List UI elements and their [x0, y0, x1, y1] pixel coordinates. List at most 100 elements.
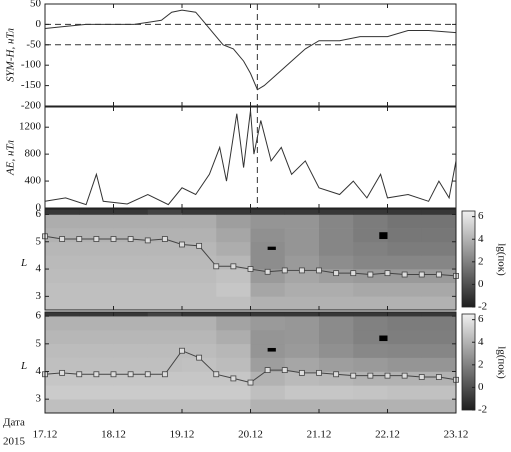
colorbar-label: lg(пок): [495, 243, 507, 276]
y-axis-title: L: [20, 360, 27, 372]
plot-frame: [44, 106, 457, 209]
heatmap-cell: [45, 385, 80, 400]
heatmap-cell: [353, 241, 388, 256]
heatmap-cell: [147, 385, 183, 400]
heatmap-cell: [147, 316, 183, 331]
series-marker: [230, 375, 237, 382]
series-marker: [127, 371, 134, 378]
y-tick-label: 3: [36, 290, 42, 302]
y-tick-label: 5: [36, 235, 42, 247]
colorbar: [461, 210, 476, 308]
colorbar-tick-label: 4: [478, 336, 484, 348]
heatmap-cell: [319, 399, 354, 414]
heatmap-cell: [284, 214, 320, 229]
heatmap-cell: [353, 371, 388, 386]
heatmap-cell: [182, 385, 217, 400]
heatmap-cell: [113, 214, 149, 229]
heatmap-cell: [319, 316, 354, 331]
series-marker: [418, 374, 425, 380]
heatmap-cell: [182, 399, 217, 414]
heatmap-cell: [79, 241, 114, 256]
colorbar-tick-label: 4: [478, 233, 484, 245]
y-tick-label: 1200: [19, 121, 42, 133]
heatmap-cell: [45, 241, 80, 256]
heatmap-cell: [421, 296, 457, 311]
colorbar-label: lg(пок): [495, 346, 507, 379]
series-line: [44, 9, 457, 91]
series-marker: [213, 371, 220, 378]
heatmap-cell: [319, 329, 354, 345]
heatmap-cell: [319, 343, 354, 358]
heatmap-cell: [319, 357, 354, 372]
heatmap-cell: [250, 399, 286, 414]
y-tick-label: 5: [36, 337, 42, 349]
heatmap-cell: [113, 255, 149, 270]
heatmap-cell: [113, 269, 149, 284]
heatmap-cell: [216, 399, 251, 414]
y-tick-label: 6: [36, 310, 42, 322]
heatmap-cell: [387, 282, 423, 297]
heatmap-cell: [353, 357, 388, 372]
series-marker: [350, 372, 357, 379]
data-gap-block: [379, 232, 388, 240]
heatmap-cell: [319, 228, 354, 243]
heatmap-cell: [113, 357, 149, 372]
colorbar-tick-label: -2: [478, 301, 487, 313]
series-marker: [196, 242, 203, 249]
data-gap-block: [379, 335, 388, 342]
series-marker: [93, 371, 100, 378]
series-line: [44, 110, 457, 206]
heatmap-cell: [182, 371, 217, 386]
series-marker: [333, 371, 340, 378]
heatmap-cell: [182, 228, 217, 243]
heatmap-cell: [216, 343, 251, 358]
y-axis-title: SYM-H, нТл: [5, 28, 17, 82]
heatmap-cell: [250, 385, 286, 400]
series-marker: [401, 271, 408, 278]
heatmap-cell: [284, 312, 320, 317]
heatmap-cell: [147, 343, 183, 358]
x-tick-label: 20.12: [238, 429, 263, 441]
heatmap-cell: [113, 385, 149, 400]
heatmap-cell: [182, 357, 217, 372]
series-marker: [298, 369, 305, 376]
heatmap-cell: [387, 255, 423, 270]
heatmap-cell: [79, 255, 114, 270]
heatmap-cell: [421, 209, 457, 215]
series-marker: [401, 372, 408, 379]
series-marker: [367, 271, 374, 278]
series-marker: [264, 268, 271, 275]
heatmap-cell: [79, 357, 114, 372]
heatmap-cell: [216, 282, 251, 297]
x-tick-label: 18.12: [101, 429, 126, 441]
series-marker: [179, 241, 185, 248]
heatmap-cell: [79, 343, 114, 358]
series-marker: [281, 367, 288, 374]
series-marker: [161, 371, 168, 378]
heatmap-cell: [147, 255, 183, 270]
heatmap-cell: [284, 399, 320, 414]
heatmap-cell: [353, 255, 388, 270]
y-tick-label: 4: [36, 365, 42, 377]
heatmap-cell: [421, 385, 457, 400]
heatmap-cell: [147, 296, 183, 311]
heatmap-cell: [182, 312, 217, 317]
heatmap-cell: [387, 385, 423, 400]
heatmap-cell: [284, 385, 320, 400]
heatmap-cell: [387, 241, 423, 256]
heatmap-cell: [79, 209, 114, 215]
heatmap-cell: [45, 343, 80, 358]
heatmap-cell: [250, 329, 286, 345]
heatmap-cell: [216, 357, 251, 372]
colorbar: [461, 313, 476, 411]
series-marker: [76, 236, 83, 242]
heatmap-cell: [353, 329, 388, 345]
heatmap-cell: [421, 329, 457, 345]
heatmap-cell: [284, 255, 320, 270]
heatmap-cell: [387, 312, 423, 317]
y-tick-label: 3: [36, 393, 42, 405]
heatmap-cell: [182, 329, 217, 345]
heatmap-cell: [79, 385, 114, 400]
heatmap-cell: [421, 214, 457, 229]
